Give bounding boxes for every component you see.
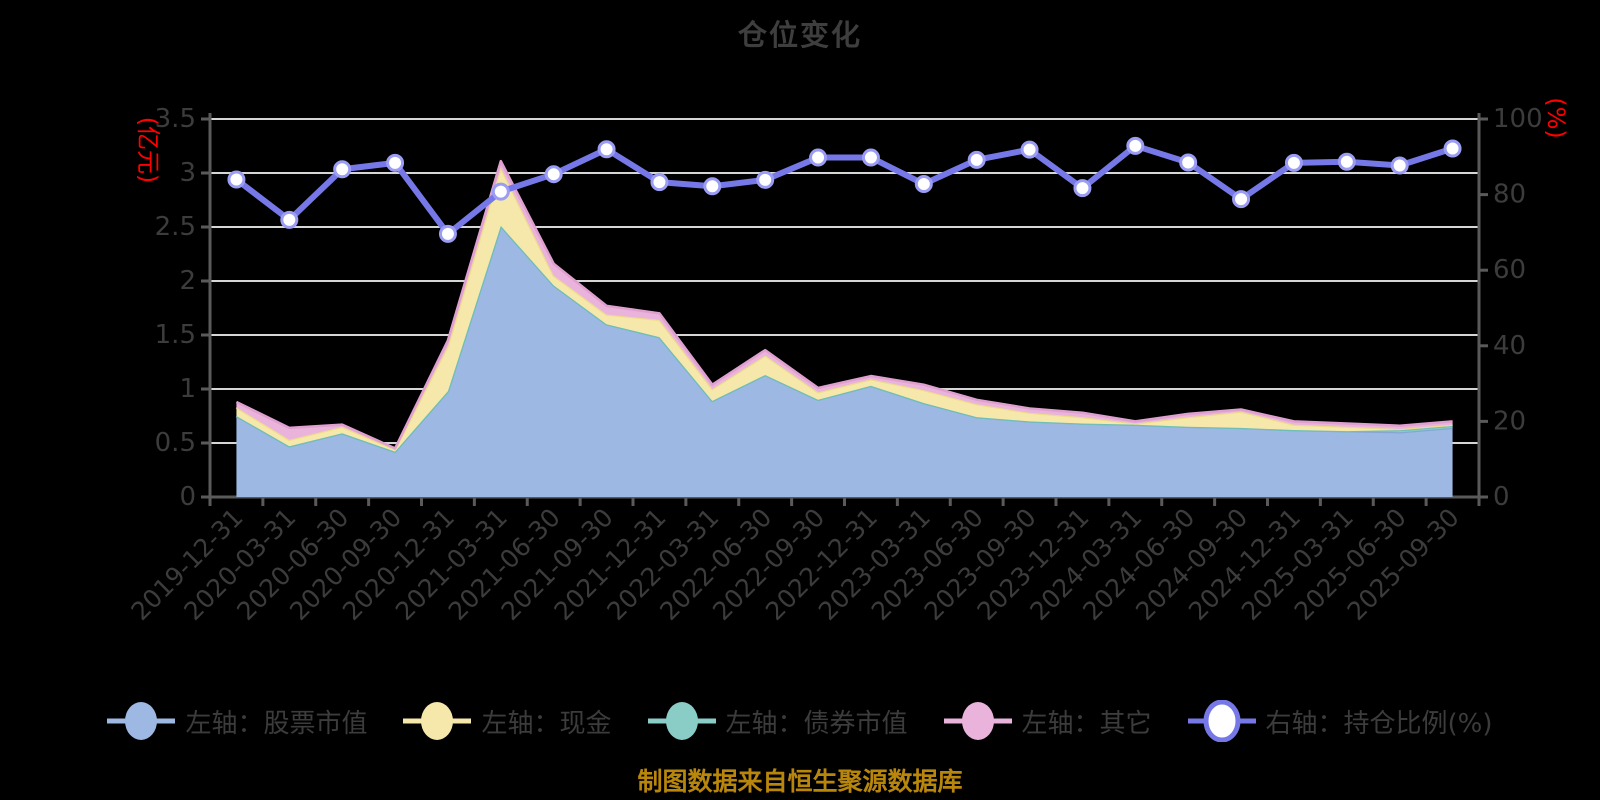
right-axis-tick-label: 40	[1493, 331, 1526, 361]
line-point-ratio	[544, 165, 563, 184]
line-point-ratio	[597, 140, 616, 159]
left-axis-tick-label: 2.5	[155, 212, 196, 242]
right-axis-tick-label: 60	[1493, 255, 1526, 285]
left-axis-tick-label: 1.5	[155, 320, 196, 350]
right-axis-tick-label: 20	[1493, 406, 1526, 436]
line-point-ratio	[1284, 153, 1303, 172]
line-ratio	[233, 142, 1456, 237]
legend-marker-cash-icon	[403, 702, 472, 740]
legend-label-stock: 左轴：股票市值	[185, 708, 368, 739]
line-point-ratio	[861, 148, 880, 167]
legend-marker-ratio-icon	[1187, 700, 1256, 742]
line-point-ratio	[491, 182, 510, 201]
left-axis-tick-label: 0	[179, 482, 196, 512]
legend-marker-stock-icon	[107, 702, 176, 740]
line-point-ratio	[914, 175, 933, 194]
chart-title: 仓位变化	[737, 18, 862, 52]
right-axis-tick-label: 80	[1493, 180, 1526, 210]
line-point-ratio	[1073, 179, 1092, 198]
area-edge-other	[235, 159, 1453, 450]
line-point-ratio	[1390, 156, 1409, 175]
legend-marker-other-icon	[943, 702, 1012, 740]
line-point-ratio	[809, 148, 828, 167]
right-axis-tick-label: 0	[1493, 482, 1510, 512]
legend-item-other[interactable]: 左轴：其它	[943, 700, 1152, 742]
line-point-ratio	[756, 170, 775, 189]
line-point-ratio	[1020, 140, 1039, 159]
source-note: 制图数据来自恒生聚源数据库	[637, 767, 963, 796]
legend-label-bond: 左轴：债券市值	[725, 708, 908, 739]
line-point-ratio	[386, 153, 405, 172]
left-axis-tick-label: 0.5	[155, 428, 196, 458]
position-change-chart: 00.511.522.533.50204060801002019-12-3120…	[125, 97, 1570, 626]
legend-label-ratio: 右轴：持仓比例(%)	[1265, 708, 1493, 739]
line-point-ratio	[1232, 190, 1251, 209]
legend-item-cash[interactable]: 左轴：现金	[403, 700, 612, 742]
line-point-ratio	[1126, 136, 1145, 155]
area-stock	[236, 225, 1453, 498]
line-point-ratio	[280, 210, 299, 229]
legend-marker-bond-icon	[647, 702, 716, 740]
line-point-ratio	[650, 173, 669, 192]
line-point-ratio	[1337, 152, 1356, 171]
left-axis-tick-label: 1	[179, 374, 196, 404]
legend-item-bond[interactable]: 左轴：债券市值	[647, 700, 908, 742]
right-axis-tick-label: 100	[1493, 104, 1543, 134]
left-axis-tick-label: 2	[179, 266, 196, 296]
legend-label-cash: 左轴：现金	[481, 708, 612, 739]
left-axis-name: (亿元)	[134, 117, 162, 184]
line-point-ratio	[1443, 139, 1462, 158]
line-point-ratio	[227, 170, 246, 189]
line-point-ratio	[703, 177, 722, 196]
line-point-ratio	[333, 160, 352, 179]
line-point-ratio	[1179, 153, 1198, 172]
line-point-ratio	[967, 150, 986, 169]
legend-item-ratio[interactable]: 右轴：持仓比例(%)	[1187, 700, 1493, 742]
legend-item-stock[interactable]: 左轴：股票市值	[107, 700, 367, 742]
right-axis-name: (%)	[1542, 97, 1570, 139]
chart-legend: 左轴：股票市值 左轴：现金 左轴：债券市值 左轴：其它 右轴：持仓比例(%)	[0, 700, 1600, 742]
left-axis-tick-label: 3.5	[155, 104, 196, 134]
legend-label-other: 左轴：其它	[1021, 708, 1152, 739]
line-point-ratio	[438, 224, 457, 243]
left-axis-tick-label: 3	[179, 158, 196, 188]
